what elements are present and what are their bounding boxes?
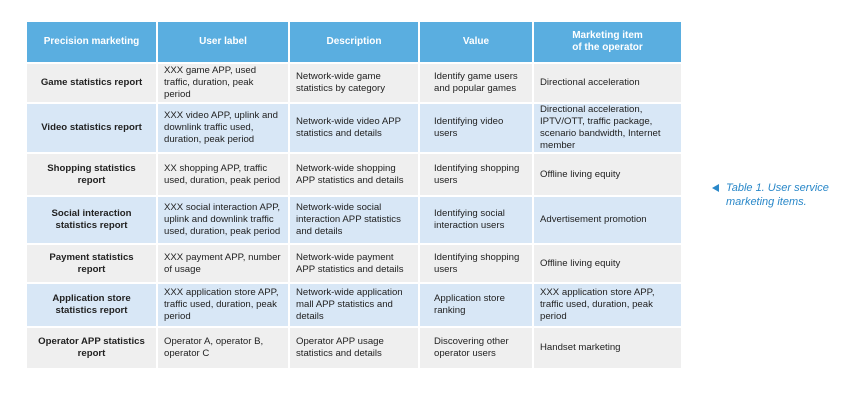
table-cell: XXX game APP, used traffic, duration, pe… <box>156 62 289 103</box>
table-cell: Network-wide game statistics by category <box>288 62 419 103</box>
table-cell: Application store ranking <box>418 282 533 327</box>
table-row: Operator APP statistics report Operator A… <box>27 326 681 368</box>
table-cell: Discovering other operator users <box>418 326 533 368</box>
table-cell: Identifying video users <box>418 102 533 153</box>
table-cell: Directional acceleration <box>532 62 681 103</box>
table-cell: Application store statistics report <box>27 282 157 327</box>
table-cell: Network-wide shopping APP statistics and… <box>288 152 419 196</box>
table-cell: Directional acceleration, IPTV/OTT, traf… <box>532 102 681 153</box>
table-cell: Identifying shopping users <box>418 243 533 283</box>
table-cell: Network-wide payment APP statistics and … <box>288 243 419 283</box>
table-cell: Handset marketing <box>532 326 681 368</box>
table-cell: Operator APP statistics report <box>27 326 157 368</box>
table-row: Game statistics report XXX game APP, used… <box>27 62 681 103</box>
table-cell: XXX video APP, uplink and downlink traff… <box>156 102 289 153</box>
table-cell: Social interaction statistics report <box>27 195 157 244</box>
table-cell: Operator A, operator B, operator C <box>156 326 289 368</box>
column-header: Marketing item of the operator <box>532 22 681 63</box>
column-header: Precision marketing <box>27 22 157 63</box>
table-caption: Table 1. User service marketing items. <box>712 181 842 209</box>
table-cell: Identifying shopping users <box>418 152 533 196</box>
table-cell: Payment statistics report <box>27 243 157 283</box>
table-cell: Advertisement promotion <box>532 195 681 244</box>
table-cell: Identify game users and popular games <box>418 62 533 103</box>
table-cell: XXX application store APP, traffic used,… <box>156 282 289 327</box>
table-cell: Game statistics report <box>27 62 157 103</box>
table-row: Video statistics report XXX video APP, up… <box>27 102 681 153</box>
table-cell: Video statistics report <box>27 102 157 153</box>
column-header: User label <box>156 22 289 63</box>
column-header: Value <box>418 22 533 63</box>
column-header: Description <box>288 22 419 63</box>
table-cell: XXX application store APP, traffic used,… <box>532 282 681 327</box>
table-row: Shopping statistics report XX shopping AP… <box>27 152 681 196</box>
table-cell: XX shopping APP, traffic used, duration,… <box>156 152 289 196</box>
table-header-row: Precision marketing User label Description… <box>27 22 681 63</box>
table-row: Application store statistics report XXX a… <box>27 282 681 327</box>
table-cell: Offline living equity <box>532 243 681 283</box>
table-body: Game statistics report XXX game APP, used… <box>27 62 681 368</box>
table-cell: Network-wide video APP statistics and de… <box>288 102 419 153</box>
table-cell: Network-wide social interaction APP stat… <box>288 195 419 244</box>
table-cell: Identifying social interaction users <box>418 195 533 244</box>
table-cell: Offline living equity <box>532 152 681 196</box>
caption-text: Table 1. User service marketing items. <box>726 182 829 208</box>
table-cell: XXX social interaction APP, uplink and d… <box>156 195 289 244</box>
table-cell: Network-wide application mall APP statis… <box>288 282 419 327</box>
table-cell: Operator APP usage statistics and detail… <box>288 326 419 368</box>
triangle-left-icon <box>712 184 719 192</box>
table-cell: Shopping statistics report <box>27 152 157 196</box>
table-row: Social interaction statistics report XXX … <box>27 195 681 244</box>
table-cell: XXX payment APP, number of usage <box>156 243 289 283</box>
marketing-table: Precision marketing User label Description… <box>27 22 681 368</box>
table-row: Payment statistics report XXX payment APP… <box>27 243 681 283</box>
